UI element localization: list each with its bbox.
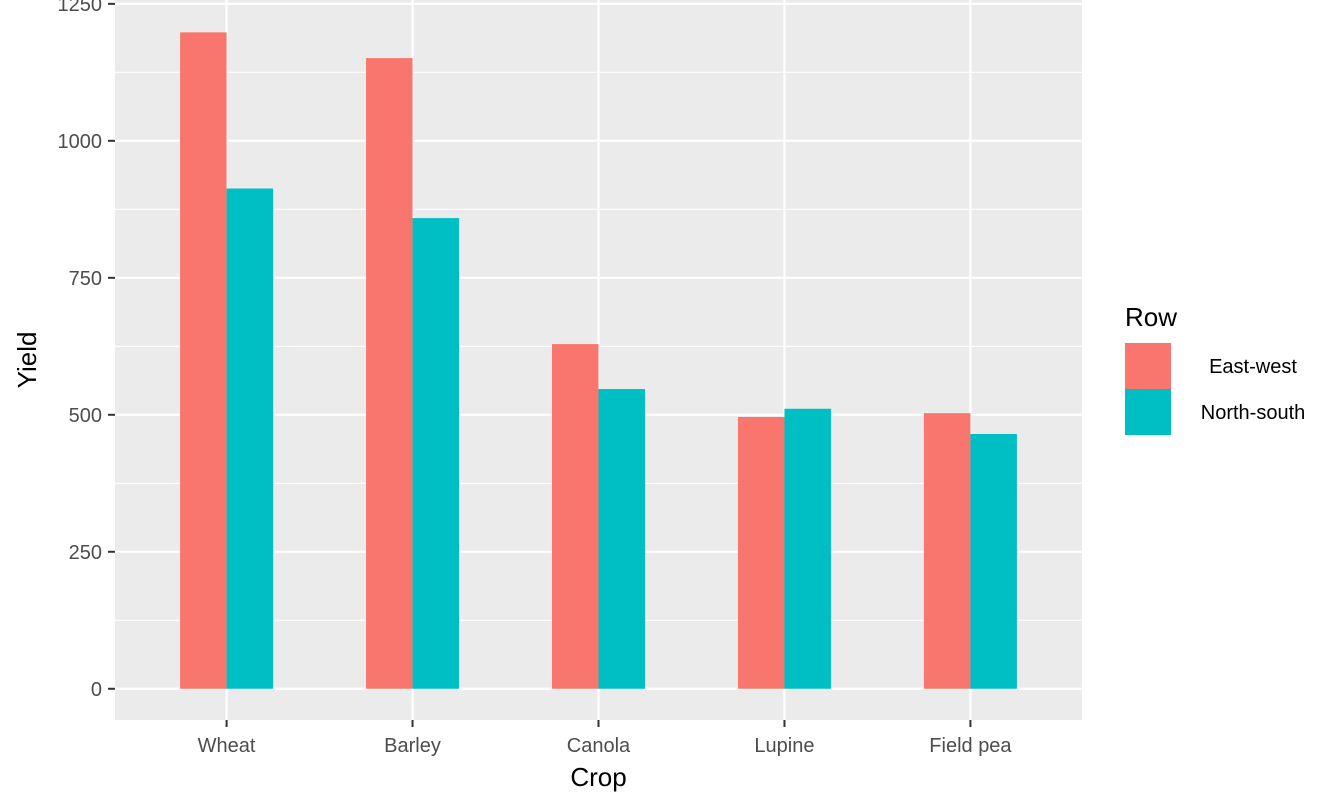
x-tick-label: Wheat	[198, 735, 256, 757]
legend-key-east-west	[1125, 343, 1171, 389]
y-tick-label: 250	[69, 542, 102, 564]
y-tick-label: 1250	[58, 0, 103, 16]
legend-label: East-west	[1209, 356, 1297, 378]
bar-wheat-north-south	[226, 188, 274, 689]
legend-label: North-south	[1201, 402, 1306, 424]
bar-field-pea-north-south	[970, 433, 1017, 689]
x-axis-title: Crop	[570, 762, 626, 792]
legend-key-north-south	[1125, 389, 1171, 435]
bar-barley-north-south	[412, 218, 460, 689]
bar-wheat-east-west	[180, 32, 227, 689]
bar-field-pea-east-west	[923, 413, 971, 689]
y-tick-label: 500	[69, 405, 102, 427]
x-axis: Wheat Barley Canola Lupine Field pea	[198, 720, 1012, 757]
bar-canola-east-west	[552, 344, 599, 689]
x-tick-label: Canola	[567, 735, 631, 757]
y-axis-title: Yield	[12, 332, 42, 389]
legend-title: Row	[1125, 302, 1177, 332]
bar-lupine-north-south	[784, 408, 831, 689]
x-tick-label: Lupine	[754, 735, 814, 757]
y-tick-label: 0	[91, 679, 102, 701]
y-axis: 0 250 500 750 1000 1250	[58, 0, 115, 701]
x-tick-label: Field pea	[929, 735, 1012, 757]
y-tick-label: 1000	[58, 131, 103, 153]
bar-lupine-east-west	[737, 416, 785, 689]
bar-barley-east-west	[366, 58, 413, 689]
y-tick-label: 750	[69, 268, 102, 290]
bars-layer	[180, 32, 1017, 689]
x-tick-label: Barley	[384, 735, 441, 757]
legend: Row East-west North-south	[1125, 302, 1305, 435]
bar-canola-north-south	[598, 389, 645, 689]
